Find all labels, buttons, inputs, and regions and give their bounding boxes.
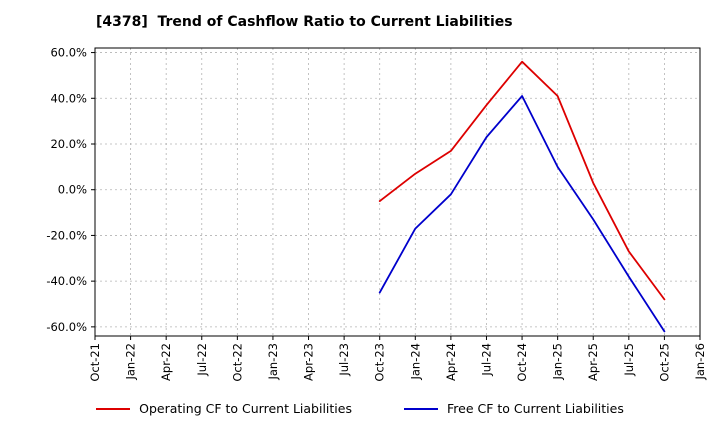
y-tick-label: 20.0% [50,137,87,151]
legend-label-free-cf: Free CF to Current Liabilities [446,401,624,416]
x-tick-label: Jul-22 [195,343,209,377]
x-tick-label: Oct-22 [230,343,244,382]
legend-item-free-cf: Free CF to Current Liabilities [403,401,624,416]
x-tick-label: Jan-24 [408,343,422,381]
legend-item-operating-cf: Operating CF to Current Liabilities [96,401,352,416]
x-tick-label: Apr-25 [586,343,600,381]
y-tick-label: -60.0% [46,320,87,334]
x-tick-label: Oct-23 [373,343,387,382]
legend-line-operating-cf [96,407,131,410]
x-tick-label: Jan-25 [551,343,565,381]
y-tick-label: -20.0% [46,228,87,242]
y-tick-label: 0.0% [58,183,87,197]
x-tick-label: Jan-22 [124,343,138,381]
series-line-1 [378,95,666,333]
y-tick-label: -40.0% [46,274,87,288]
x-tick-label: Oct-21 [88,343,102,382]
x-tick-label: Oct-25 [657,343,671,382]
legend-line-free-cf [403,407,438,410]
x-tick-label: Oct-24 [515,343,529,382]
y-tick-label: 60.0% [50,46,87,60]
x-tick-label: Jul-24 [479,343,493,377]
legend: Operating CF to Current Liabilities Free… [0,401,720,416]
chart-title: [4378] Trend of Cashflow Ratio to Curren… [96,14,513,30]
x-tick-label: Apr-24 [444,343,458,381]
x-tick-label: Jul-25 [622,343,636,377]
series-line-0 [378,60,666,301]
x-tick-label: Apr-22 [159,343,173,381]
x-tick-label: Apr-23 [302,343,316,381]
x-tick-label: Jan-26 [693,343,707,381]
x-tick-label: Jul-23 [337,343,351,377]
y-tick-label: 40.0% [50,91,87,105]
legend-label-operating-cf: Operating CF to Current Liabilities [139,401,352,416]
x-tick-label: Jan-23 [266,343,280,381]
plot-border [94,47,701,337]
